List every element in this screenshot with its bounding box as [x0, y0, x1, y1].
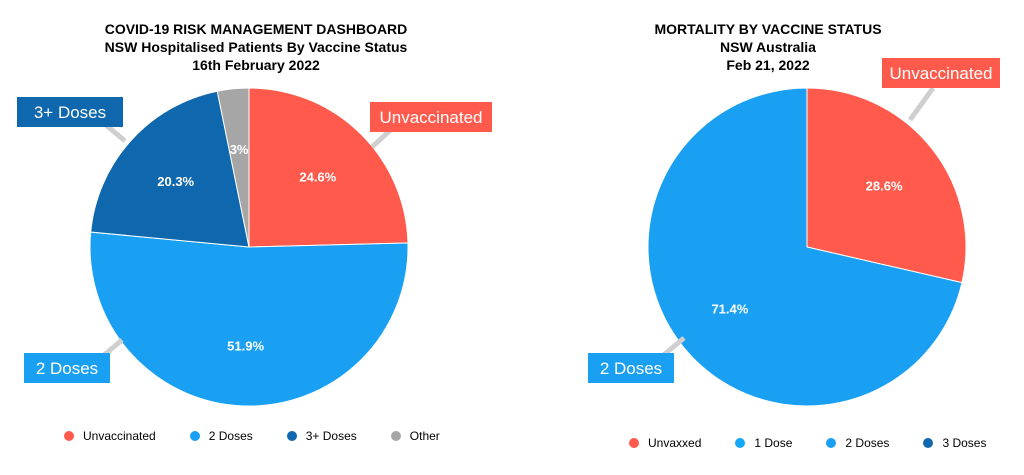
legend-item-unvaxxed[interactable]: Unvaxxed: [629, 436, 701, 450]
hospitalised-chart-title-block: COVID-19 RISK MANAGEMENT DASHBOARD NSW H…: [0, 20, 512, 74]
callout-box-3-plus-doses: [17, 97, 123, 127]
hospitalised-legend: Unvaccinated 2 Doses 3+ Doses Other: [64, 429, 440, 443]
legend-label: 3 Doses: [942, 436, 987, 450]
pie-slice-unvaccinated[interactable]: [248, 87, 409, 248]
mortality-chart-title-block: MORTALITY BY VACCINE STATUS NSW Australi…: [512, 20, 1024, 74]
slice-value-label-2-doses: 51.9%: [227, 339, 264, 354]
callout-label-unvaccinated: Unvaccinated: [889, 64, 992, 83]
mortality-chart-subtitle: NSW Australia: [720, 39, 816, 55]
mortality-chart-panel: MORTALITY BY VACCINE STATUS NSW Australi…: [512, 0, 1024, 475]
legend-item-unvaccinated[interactable]: Unvaccinated: [64, 429, 156, 443]
mortality-chart-title: MORTALITY BY VACCINE STATUS: [654, 21, 882, 37]
legend-label: 1 Dose: [754, 436, 793, 450]
legend-swatch-3-doses: [923, 438, 934, 448]
legend-item-other[interactable]: Other: [390, 429, 440, 443]
legend-label: Unvaccinated: [83, 429, 156, 443]
hospitalised-chart-panel: COVID-19 RISK MANAGEMENT DASHBOARD NSW H…: [0, 20, 512, 443]
mortality-legend: Unvaxxed 1 Dose 2 Doses 3 Doses: [629, 436, 986, 450]
pie-slice-2-doses[interactable]: [89, 231, 409, 407]
legend-swatch-2-doses: [826, 438, 837, 448]
mortality-pie-chart: 28.6% 71.4% Unvaccinated 2 Doses: [588, 58, 1000, 407]
legend-label: 2 Doses: [845, 436, 890, 450]
callout-leader-unvaccinated: [907, 86, 936, 122]
legend-item-2-doses[interactable]: 2 Doses: [826, 436, 889, 450]
slice-value-label-3-plus-doses: 20.3%: [157, 174, 194, 189]
legend-label: Unvaxxed: [648, 436, 702, 450]
legend-label: 3+ Doses: [305, 429, 357, 443]
callout-box-unvaccinated: [370, 102, 492, 132]
legend-swatch-unvaccinated: [64, 431, 74, 441]
callout-label-2-doses: 2 Doses: [36, 359, 98, 378]
slice-value-label-2-doses: 71.4%: [711, 301, 748, 316]
hospitalised-pie-chart: 24.6% 51.9% 20.3% 3% Unvaccinated 2 Doses 3+ D…: [17, 87, 492, 407]
legend-swatch-2-doses: [189, 431, 200, 441]
legend-swatch-other: [390, 431, 401, 441]
slice-value-label-unvaccinated: 24.6%: [299, 169, 336, 184]
legend-item-3-doses[interactable]: 3 Doses: [923, 436, 986, 450]
legend-label: Other: [409, 429, 440, 443]
callout-box-unvaccinated: [882, 58, 1000, 88]
callout-box-2-doses: [588, 353, 674, 383]
hospitalised-chart-subtitle: NSW Hospitalised Patients By Vaccine Sta…: [104, 39, 408, 55]
pie-slice-2-doses[interactable]: [647, 87, 963, 407]
callout-label-unvaccinated: Unvaccinated: [379, 108, 482, 127]
mortality-chart-date: Feb 21, 2022: [726, 57, 810, 73]
legend-item-3-plus-doses[interactable]: 3+ Doses: [286, 429, 357, 443]
legend-item-1-dose[interactable]: 1 Dose: [735, 436, 792, 450]
callout-box-2-doses: [24, 353, 110, 383]
hospitalised-chart-date: 16th February 2022: [192, 57, 320, 73]
callout-label-3-plus-doses: 3+ Doses: [34, 103, 106, 122]
legend-label: 2 Doses: [208, 429, 253, 443]
legend-swatch-unvaxxed: [629, 438, 639, 448]
slice-value-label-other: 3%: [230, 142, 249, 157]
callout-label-2-doses: 2 Doses: [600, 359, 662, 378]
legend-item-2-doses[interactable]: 2 Doses: [189, 429, 253, 443]
pie-slice-3-plus-doses[interactable]: [90, 90, 250, 248]
legend-swatch-1-dose: [735, 438, 746, 448]
pie-slice-other[interactable]: [216, 87, 250, 248]
slice-value-label-unvaxxed: 28.6%: [866, 179, 903, 194]
pie-slice-unvaxxed[interactable]: [806, 87, 967, 284]
hospitalised-chart-title: COVID-19 RISK MANAGEMENT DASHBOARD: [104, 21, 408, 37]
legend-swatch-3-plus-doses: [286, 431, 297, 441]
